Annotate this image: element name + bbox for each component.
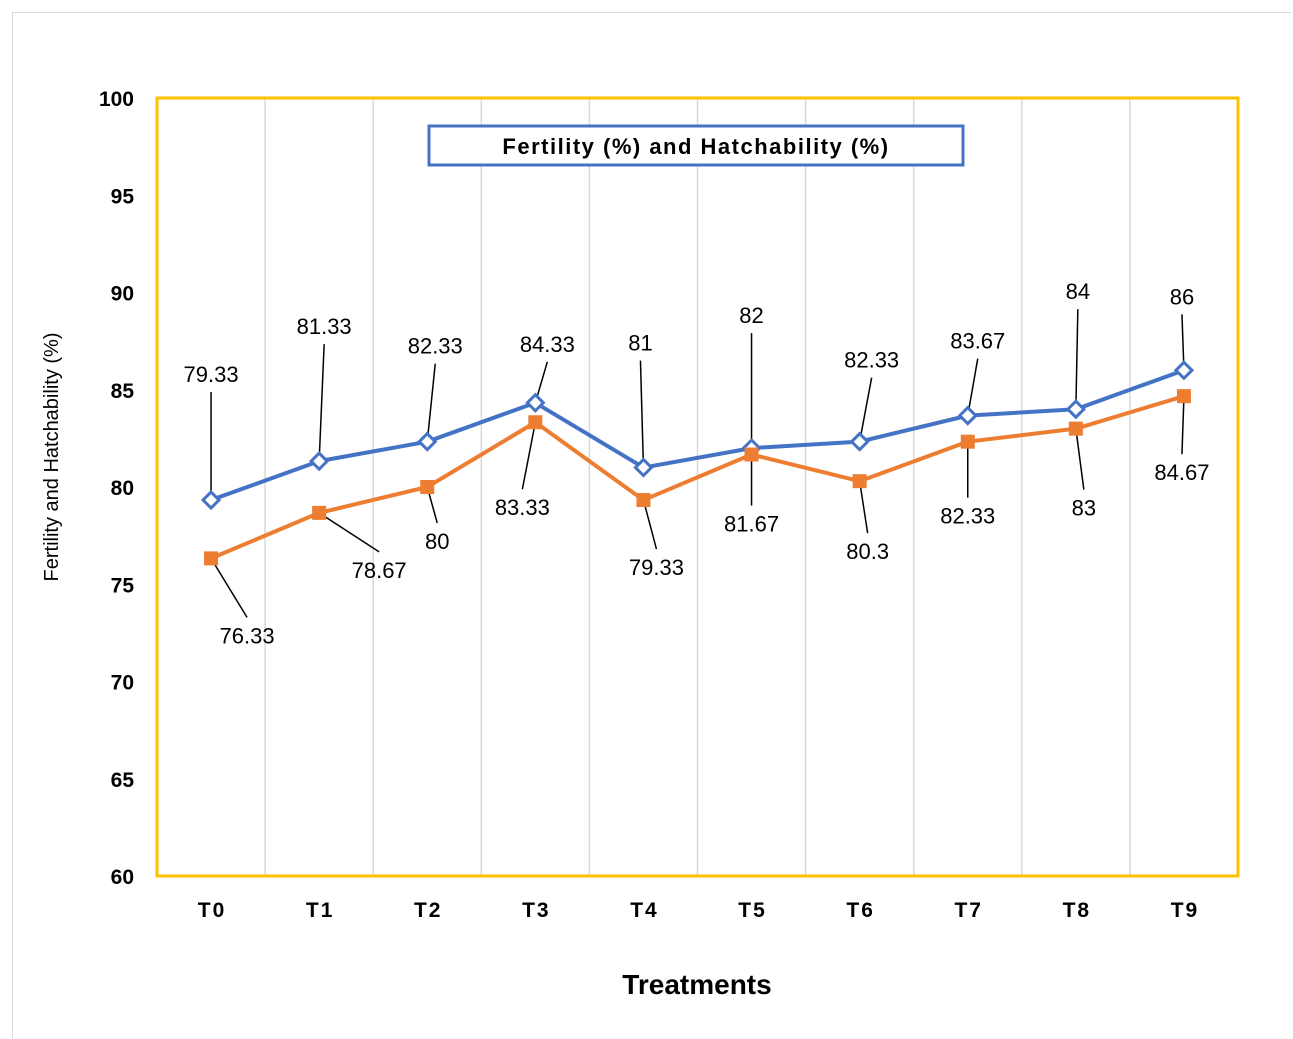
plot-area-border (155, 96, 1240, 878)
x-tick-label: T1 (306, 899, 335, 922)
data-point-marker (1068, 421, 1083, 436)
leader-line (1181, 396, 1185, 455)
leader-line (858, 481, 869, 534)
series-lines (200, 360, 1195, 566)
data-point-marker (744, 447, 759, 462)
leader-line (642, 499, 658, 550)
chart-frame (12, 12, 1291, 1038)
x-tick-label: T4 (630, 899, 659, 922)
data-point-marker (852, 474, 867, 489)
data-label: 84.67 (1154, 460, 1209, 485)
data-point-marker (528, 415, 543, 430)
data-label: 80.3 (846, 539, 889, 564)
data-point-marker (1173, 360, 1195, 381)
y-tick-label: 90 (111, 283, 134, 306)
data-label: 78.67 (352, 558, 407, 583)
data-point-marker (420, 480, 435, 494)
data-point-marker (957, 405, 978, 426)
y-axis-ticks: 60 65 70 75 80 85 90 95 100 (99, 88, 134, 889)
x-tick-label: T0 (198, 899, 227, 922)
y-axis-title: Fertility and Hatchability (%) (41, 333, 63, 582)
data-point-marker (204, 551, 219, 566)
gridlines (264, 98, 1131, 876)
leader-line (858, 377, 873, 442)
data-labels: 79.33 81.33 82.33 84.33 81 82 82.33 83.67 84 86 76… (184, 279, 1210, 648)
y-tick-label: 95 (111, 185, 135, 208)
data-label: 79.33 (629, 555, 684, 580)
data-label: 86 (1170, 284, 1194, 309)
leader-line (521, 422, 537, 490)
data-label: 83.33 (495, 495, 550, 520)
data-label: 76.33 (220, 623, 275, 648)
y-tick-label: 60 (111, 866, 134, 889)
data-label: 82.33 (940, 504, 995, 529)
y-tick-label: 75 (111, 574, 135, 597)
x-tick-label: T3 (522, 899, 551, 922)
leader-line (318, 344, 325, 462)
data-label: 83 (1072, 496, 1096, 521)
data-label: 82.33 (408, 334, 463, 359)
legend-box: Fertility (%) and Hatchability (%) (427, 124, 965, 167)
data-label: 84.33 (520, 332, 575, 357)
data-label: 81 (628, 331, 652, 356)
data-label: 83.67 (950, 329, 1005, 354)
x-tick-label: T9 (1171, 899, 1200, 922)
data-point-marker (1176, 389, 1191, 404)
x-axis-ticks: T0 T1 T2 T3 T4 T5 T6 T7 T8 T9 (198, 899, 1200, 922)
legend-text: Fertility (%) and Hatchability (%) (502, 134, 889, 159)
data-point-marker (633, 457, 654, 478)
series-line (210, 368, 1185, 502)
data-label: 81.33 (297, 314, 352, 339)
y-tick-label: 70 (111, 672, 134, 695)
y-tick-label: 80 (111, 477, 134, 500)
leader-line (318, 512, 380, 553)
leader-lines (210, 309, 1185, 618)
data-label: 81.67 (724, 512, 779, 537)
data-label: 82.33 (844, 348, 899, 373)
x-tick-label: T2 (414, 899, 443, 922)
data-point-marker (636, 493, 651, 508)
leader-line (210, 557, 248, 618)
data-label: 80 (425, 529, 449, 554)
x-tick-label: T6 (846, 899, 875, 922)
leader-line (1075, 309, 1079, 410)
x-tick-label: T7 (954, 899, 983, 922)
series-line (210, 394, 1185, 561)
data-point-marker (200, 489, 222, 511)
data-point-marker (849, 431, 870, 452)
data-label: 84 (1066, 279, 1090, 304)
data-label: 82 (739, 303, 763, 328)
data-point-marker (309, 451, 330, 472)
data-point-marker (960, 434, 975, 449)
y-tick-label: 85 (111, 380, 135, 403)
data-point-marker (417, 431, 438, 452)
leader-line (1075, 428, 1085, 490)
leader-line (967, 358, 979, 416)
y-tick-label: 65 (111, 769, 135, 792)
leader-line (426, 363, 436, 442)
x-tick-label: T8 (1063, 899, 1092, 922)
data-point-marker (525, 392, 546, 413)
data-label: 79.33 (184, 362, 239, 387)
y-tick-label: 100 (99, 88, 134, 111)
leader-line (639, 360, 645, 468)
x-tick-label: T5 (738, 899, 767, 922)
data-point-marker (312, 505, 327, 520)
legend-border (427, 124, 965, 167)
x-axis-title: Treatments (622, 969, 771, 1000)
data-point-marker (1065, 399, 1086, 420)
